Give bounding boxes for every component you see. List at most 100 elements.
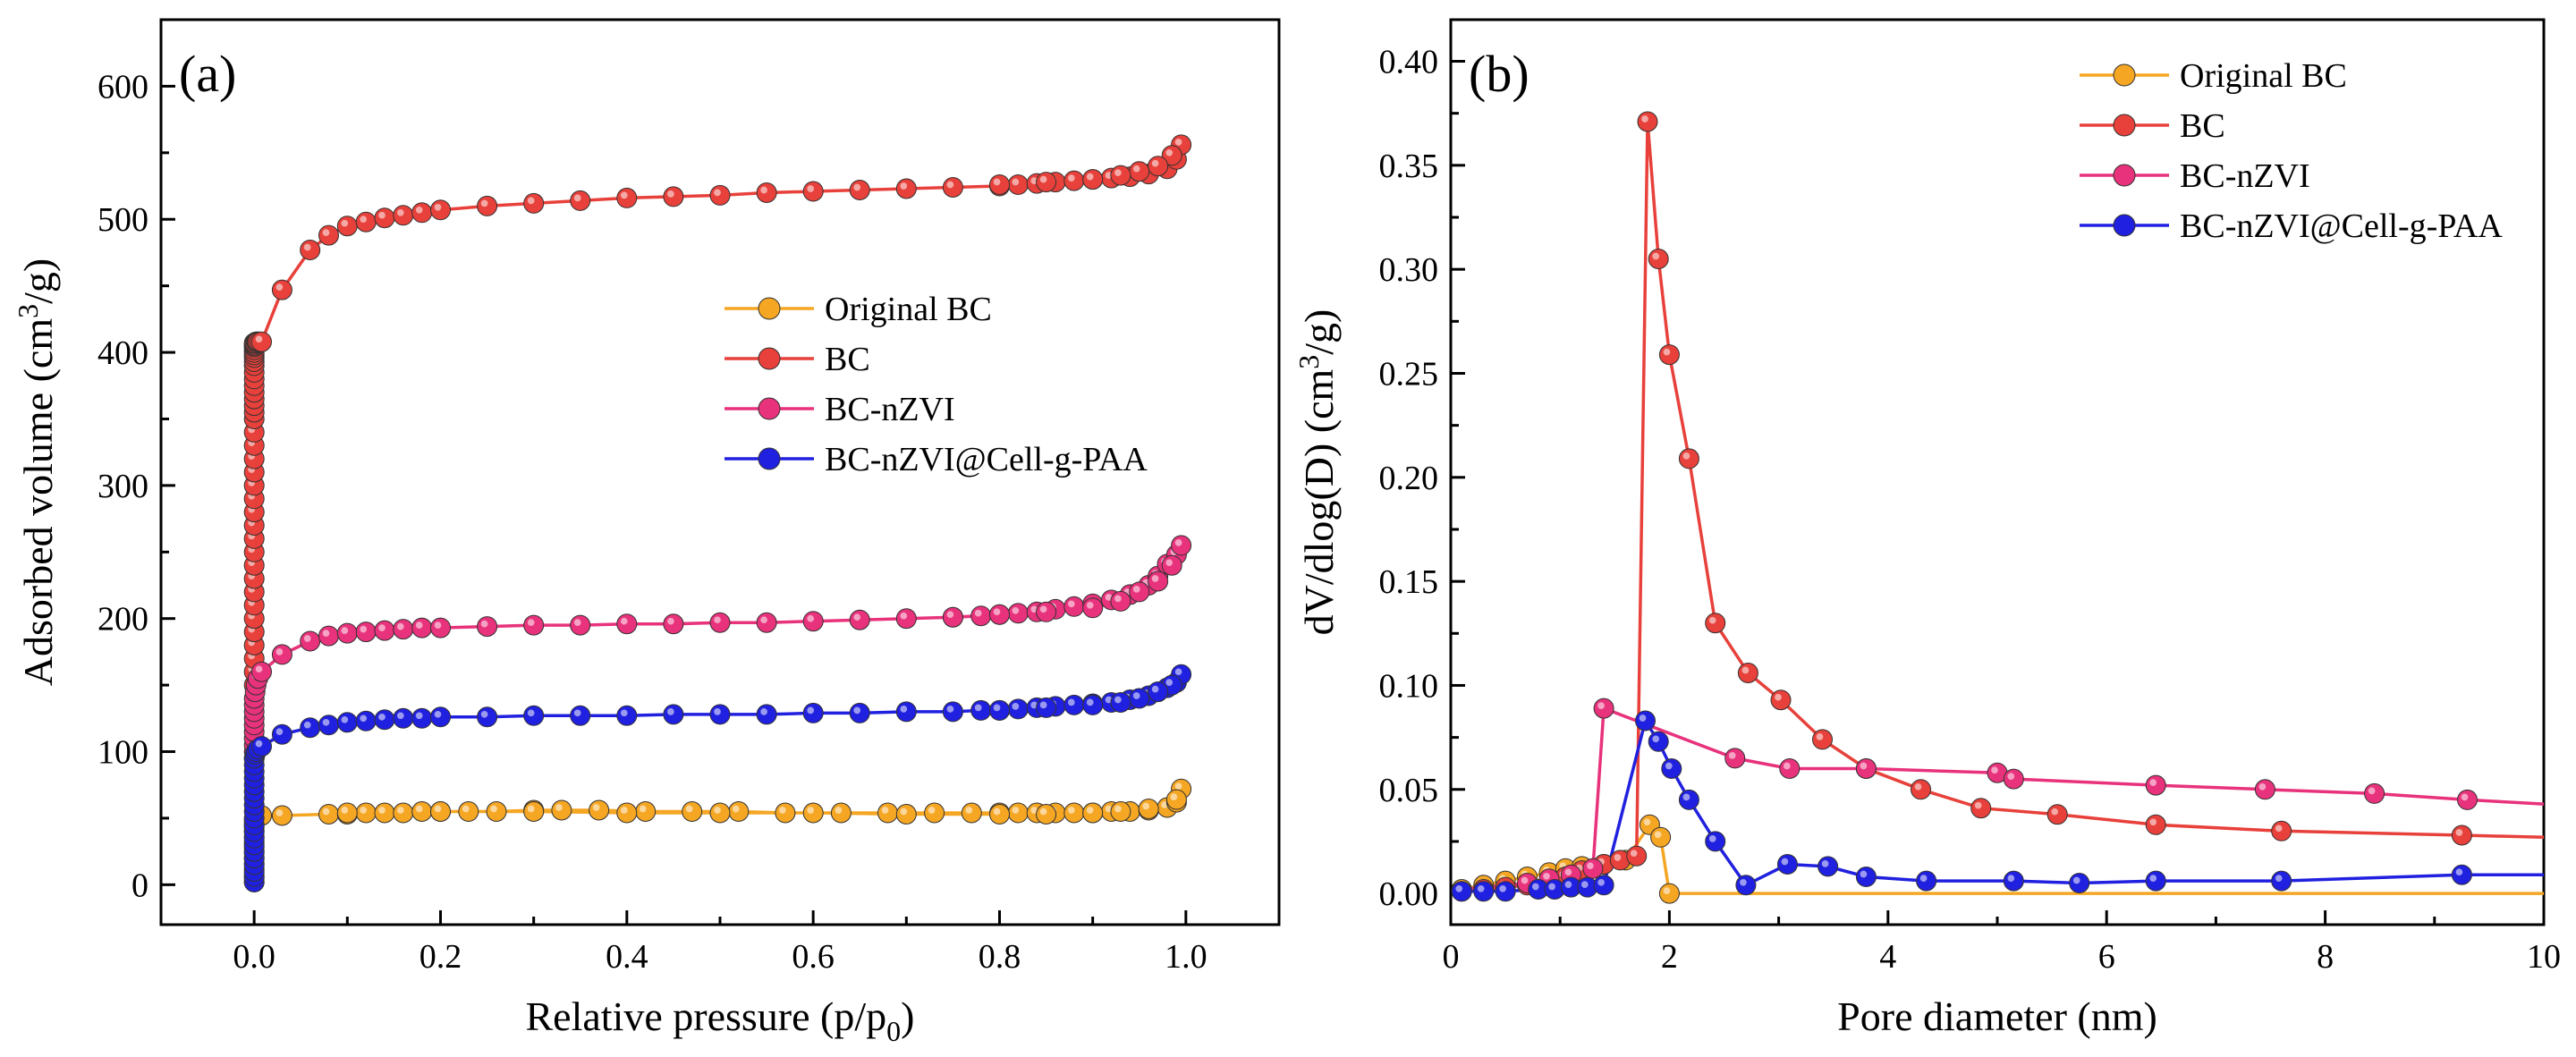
data-point-highlight [1665,762,1673,770]
data-point [709,184,731,206]
data-point-highlight [714,616,721,624]
data-point-highlight [946,706,954,713]
data-point [1855,867,1877,887]
data-point [2254,779,2275,800]
data-point [849,609,870,630]
data-point-highlight [881,807,889,814]
data-point-highlight [900,612,908,620]
data-point-highlight [1132,165,1140,173]
data-point-highlight [993,178,1001,186]
series-bc-nzvi [252,545,1183,758]
data-point-highlight [1174,782,1182,791]
data-point-highlight [415,622,423,629]
data-point [477,616,498,638]
data-point-highlight [1740,878,1747,886]
legend-marker [758,447,781,470]
data-point [336,802,358,824]
data-point-highlight [853,706,861,715]
data-point-highlight [1860,762,1868,770]
y-tick-label: 500 [97,201,148,239]
data-point-highlight [1114,696,1122,704]
data-point-highlight [1105,172,1113,179]
data-point [523,614,545,636]
data-point [251,736,272,757]
data-point [1637,111,1658,132]
data-point [1110,801,1131,822]
data-point [355,211,377,233]
x-tick-label: 6 [2098,938,2115,976]
data-point-highlight [1086,173,1094,181]
data-point [1812,729,1833,750]
data-point [318,715,339,736]
data-point [989,604,1010,625]
data-point-highlight [2455,829,2463,836]
data-point-highlight [1521,876,1529,884]
data-point-highlight [1663,348,1671,356]
data-point-highlight [1682,452,1690,460]
data-point [2457,789,2478,810]
data-point-highlight [555,804,563,811]
data-point [961,802,982,824]
data-point-highlight [1643,818,1651,826]
data-point-highlight [1652,252,1660,260]
data-point-highlight [573,194,581,202]
data-point-highlight [527,805,535,813]
data-point [393,619,414,640]
data-point [616,705,638,726]
data-point [1911,779,1931,800]
data-point [1705,831,1726,852]
data-point [1007,802,1029,824]
data-point-highlight [1654,831,1662,839]
data-point [411,202,433,224]
data-point [1129,581,1150,603]
data-point-highlight [378,713,386,721]
data-point [802,611,824,632]
y-tick-label: 0 [131,867,148,904]
series-markers-bc-nzvi-cell-g-paa [243,664,1192,892]
panel-a: 0.0 0.2 0.4 0.6 0.8 1.0 0 100 200 300 400 500 600 O… [12,18,1281,1047]
data-point [1148,156,1169,177]
data-point-highlight [1564,881,1572,888]
data-point [2451,824,2472,846]
data-point [663,613,684,635]
data-point-highlight [434,203,442,211]
data-point [486,801,507,822]
data-point [616,802,638,824]
data-point [682,801,703,822]
panel-a-x-axis-title: Relative pressure (p/p0) [526,994,915,1047]
data-point-highlight [396,712,404,720]
data-point-highlight [685,805,693,813]
data-point-highlight [639,805,647,813]
data-point [393,205,414,226]
data-point [1148,571,1169,592]
data-point-highlight [2455,868,2463,876]
data-point-highlight [2007,875,2015,882]
data-point-highlight [1914,782,1922,791]
data-point [895,178,917,199]
data-point-highlight [396,208,404,216]
data-point-highlight [275,283,284,291]
data-point [1171,535,1192,556]
data-point-highlight [1499,884,1506,892]
data-point-highlight [1816,733,1824,740]
data-point [1036,601,1057,622]
data-point [849,180,870,200]
data-point [775,802,796,824]
data-point-highlight [732,805,740,813]
data-point [1148,681,1169,703]
data-point [411,617,433,638]
data-point [271,279,292,300]
data-point [756,182,777,203]
data-point [430,617,451,638]
data-point-highlight [592,804,600,811]
data-point-highlight [1142,802,1150,810]
data-point-highlight [1708,835,1716,842]
data-point [271,805,292,826]
data-point-highlight [527,619,535,626]
data-point-highlight [2149,818,2157,826]
data-point [1818,856,1839,877]
data-point-highlight [2149,875,2157,882]
series-markers-bc-nzvi-cell-g-paa [1451,710,2472,902]
data-point [430,199,451,221]
legend-label: Original BC [2180,57,2347,95]
